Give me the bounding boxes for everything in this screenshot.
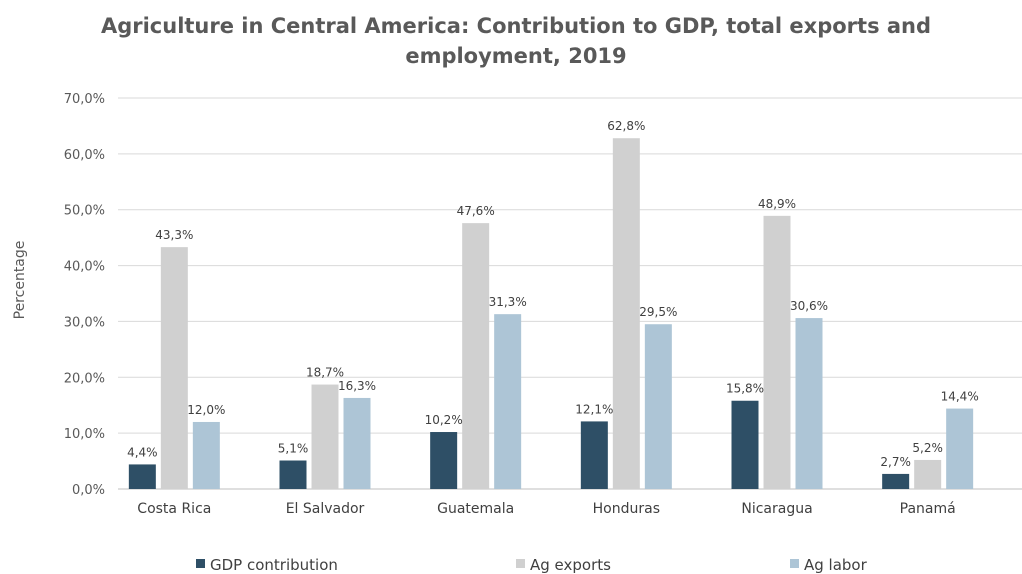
legend-swatch: [196, 559, 205, 568]
bars: [128, 138, 974, 489]
y-tick-label: 10,0%: [64, 427, 105, 442]
bar: [612, 138, 640, 489]
data-label: 10,2%: [425, 413, 463, 427]
bar: [494, 314, 522, 489]
legend: GDP contribution Ag exports Ag labor: [196, 556, 868, 574]
bar: [279, 460, 307, 489]
data-label: 15,8%: [726, 382, 764, 396]
category-label: El Salvador: [286, 501, 365, 517]
bar: [882, 473, 910, 489]
category-label: Nicaragua: [741, 501, 812, 517]
bar: [160, 247, 188, 489]
gridlines: [118, 97, 1022, 490]
y-tick-label: 30,0%: [64, 315, 105, 330]
data-label: 47,6%: [457, 204, 495, 218]
legend-swatch: [516, 559, 525, 568]
bar: [462, 223, 490, 489]
y-axis-title: Percentage: [12, 241, 28, 320]
data-label: 31,3%: [489, 295, 527, 309]
y-tick-label: 20,0%: [64, 371, 105, 386]
y-tick-label: 0,0%: [72, 483, 105, 498]
bar: [763, 215, 791, 489]
bar: [430, 432, 458, 489]
chart-title-line-2: employment, 2019: [405, 44, 626, 68]
x-axis-categories: Costa Rica El Salvador Guatemala Honduras Ni…: [137, 501, 955, 517]
category-label: Panamá: [900, 501, 956, 517]
bar: [311, 384, 339, 489]
bar: [795, 318, 823, 489]
bar: [731, 400, 759, 489]
y-tick-label: 70,0%: [64, 92, 105, 107]
data-labels: 4,4% 43,3% 12,0% 5,1% 18,7%16,3% 10,2% 47,6% 31…: [127, 119, 979, 469]
y-tick-label: 60,0%: [64, 148, 105, 163]
data-label: 5,1%: [278, 442, 309, 456]
y-tick-label: 50,0%: [64, 204, 105, 219]
y-tick-label: 40,0%: [64, 260, 105, 275]
data-label: 18,7%: [306, 366, 344, 380]
data-label: 43,3%: [155, 228, 193, 242]
legend-label: Ag exports: [530, 556, 611, 574]
data-label: 5,2%: [912, 441, 943, 455]
bar: [914, 459, 942, 489]
data-label: 4,4%: [127, 445, 158, 459]
chart-title-line-1: Agriculture in Central America: Contribu…: [101, 14, 931, 38]
data-label: 12,1%: [575, 402, 613, 416]
data-label: 29,5%: [639, 305, 677, 319]
data-label: 48,9%: [758, 197, 796, 211]
bar: [343, 397, 371, 489]
bar: [128, 464, 156, 489]
bar: [580, 421, 608, 489]
bar: [946, 408, 974, 489]
data-label: 12,0%: [187, 403, 225, 417]
bar: [644, 324, 672, 489]
category-label: Costa Rica: [137, 501, 211, 517]
data-label: 14,4%: [941, 390, 979, 404]
legend-label: GDP contribution: [210, 556, 338, 574]
legend-label: Ag labor: [804, 556, 868, 574]
data-label: 16,3%: [338, 379, 376, 393]
y-axis-ticks: 0,0% 10,0% 20,0% 30,0% 40,0% 50,0% 60,0% 70,0%: [64, 92, 105, 498]
data-label: 62,8%: [607, 119, 645, 133]
legend-swatch: [790, 559, 799, 568]
bar: [192, 421, 220, 489]
category-label: Guatemala: [437, 501, 514, 517]
category-label: Honduras: [593, 501, 660, 517]
data-label: 30,6%: [790, 299, 828, 313]
data-label: 2,7%: [880, 455, 911, 469]
